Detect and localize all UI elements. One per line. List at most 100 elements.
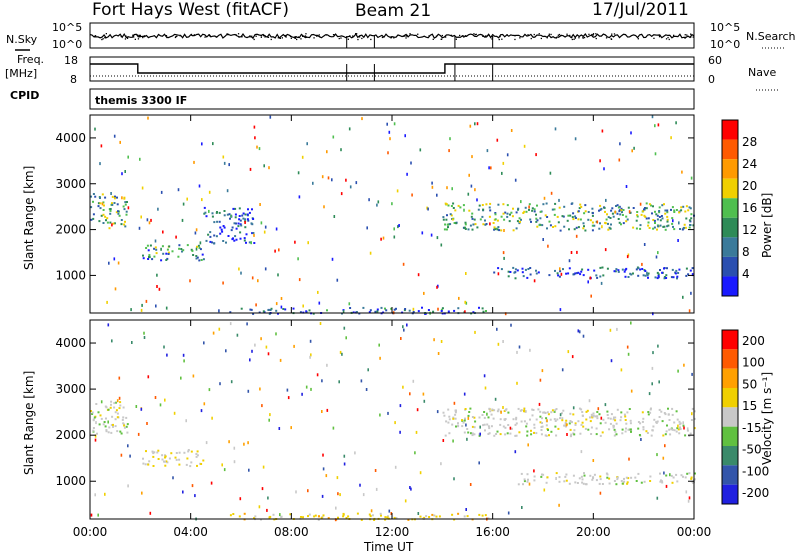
echo-cell — [142, 462, 145, 465]
echo-cell — [451, 218, 454, 221]
echo-cell — [587, 428, 590, 431]
echo-cell — [635, 480, 638, 482]
echo-cell — [624, 268, 627, 271]
echo-cell — [326, 363, 328, 367]
echo-cell — [625, 476, 628, 479]
echo-cell — [361, 117, 363, 121]
echo-cell — [162, 252, 165, 255]
echo-cell — [104, 492, 106, 496]
echo-cell — [593, 269, 596, 272]
echo-cell — [196, 245, 198, 248]
echo-cell — [195, 455, 198, 458]
echo-cell — [514, 268, 517, 271]
echo-cell — [573, 433, 576, 436]
echo-cell — [556, 215, 559, 218]
echo-cell — [253, 125, 256, 129]
noise-search-point — [175, 36, 177, 38]
echo-cell — [625, 215, 628, 218]
echo-cell — [417, 273, 420, 277]
echo-cell — [574, 137, 577, 141]
noise-search-point — [611, 33, 613, 35]
echo-cell — [626, 345, 629, 349]
echo-cell — [607, 417, 610, 420]
echo-cell — [653, 226, 656, 229]
echo-cell — [404, 499, 407, 503]
echo-cell — [419, 471, 422, 475]
echo-cell — [645, 217, 648, 220]
echo-cell — [647, 217, 650, 220]
echo-cell — [484, 386, 487, 390]
echo-cell — [247, 389, 250, 393]
echo-cell — [90, 195, 92, 198]
echo-cell — [105, 219, 107, 222]
echo-cell — [573, 429, 576, 432]
echo-cell — [677, 424, 679, 428]
echo-cell — [533, 475, 536, 478]
echo-cell — [397, 225, 399, 229]
echo-cell — [679, 428, 682, 431]
echo-cell — [119, 401, 122, 404]
echo-cell — [218, 211, 221, 214]
echo-cell — [539, 415, 542, 418]
echo-cell — [486, 412, 488, 416]
echo-cell — [671, 217, 674, 220]
echo-cell — [669, 473, 671, 477]
power-y-axis-label: Slant Range [km] — [22, 166, 36, 270]
echo-cell — [251, 208, 253, 211]
echo-cell — [543, 488, 546, 492]
echo-cell — [105, 417, 107, 420]
echo-cell — [589, 474, 592, 477]
echo-cell — [689, 207, 692, 210]
echo-cell — [478, 461, 480, 465]
echo-cell — [322, 467, 325, 471]
echo-cell — [182, 249, 185, 252]
echo-cell — [240, 224, 243, 227]
echo-cell — [449, 213, 452, 216]
echo-cell — [677, 272, 680, 274]
noise-search-point — [326, 34, 328, 36]
echo-cell — [577, 226, 580, 229]
echo-cell — [447, 226, 449, 229]
echo-cell — [553, 208, 556, 211]
echo-cell — [604, 210, 606, 213]
echo-cell — [589, 276, 592, 280]
echo-cell — [567, 272, 570, 275]
echo-cell — [297, 171, 300, 175]
echo-cell — [613, 416, 615, 419]
echo-cell — [242, 212, 245, 215]
echo-cell — [463, 392, 466, 396]
echo-cell — [577, 210, 580, 213]
echo-cell — [613, 434, 616, 437]
echo-cell — [520, 200, 522, 204]
echo-cell — [688, 226, 691, 229]
echo-cell — [630, 273, 633, 276]
echo-cell — [666, 211, 669, 214]
echo-cell — [164, 455, 167, 458]
noise-search-point — [455, 38, 457, 40]
echo-cell — [657, 274, 660, 277]
echo-cell — [506, 215, 509, 218]
echo-cell — [562, 409, 565, 412]
echo-cell — [528, 208, 530, 211]
echo-cell — [127, 155, 129, 159]
echo-cell — [647, 411, 650, 413]
echo-cell — [533, 208, 536, 211]
echo-cell — [444, 202, 447, 205]
echo-cell — [116, 203, 119, 206]
echo-cell — [689, 224, 692, 226]
echo-cell — [672, 225, 674, 228]
noise-search-point — [578, 37, 580, 39]
echo-cell — [442, 439, 445, 442]
echo-cell — [458, 296, 460, 300]
noise-search-point — [583, 36, 586, 39]
echo-cell — [533, 279, 536, 283]
echo-cell — [453, 309, 456, 312]
echo-cell — [190, 461, 193, 464]
echo-cell — [656, 496, 659, 500]
noise-search-point — [605, 37, 608, 39]
echo-cell — [404, 308, 407, 310]
echo-cell — [212, 331, 215, 335]
echo-cell — [623, 477, 625, 480]
echo-cell — [489, 209, 492, 212]
echo-cell — [490, 166, 492, 170]
